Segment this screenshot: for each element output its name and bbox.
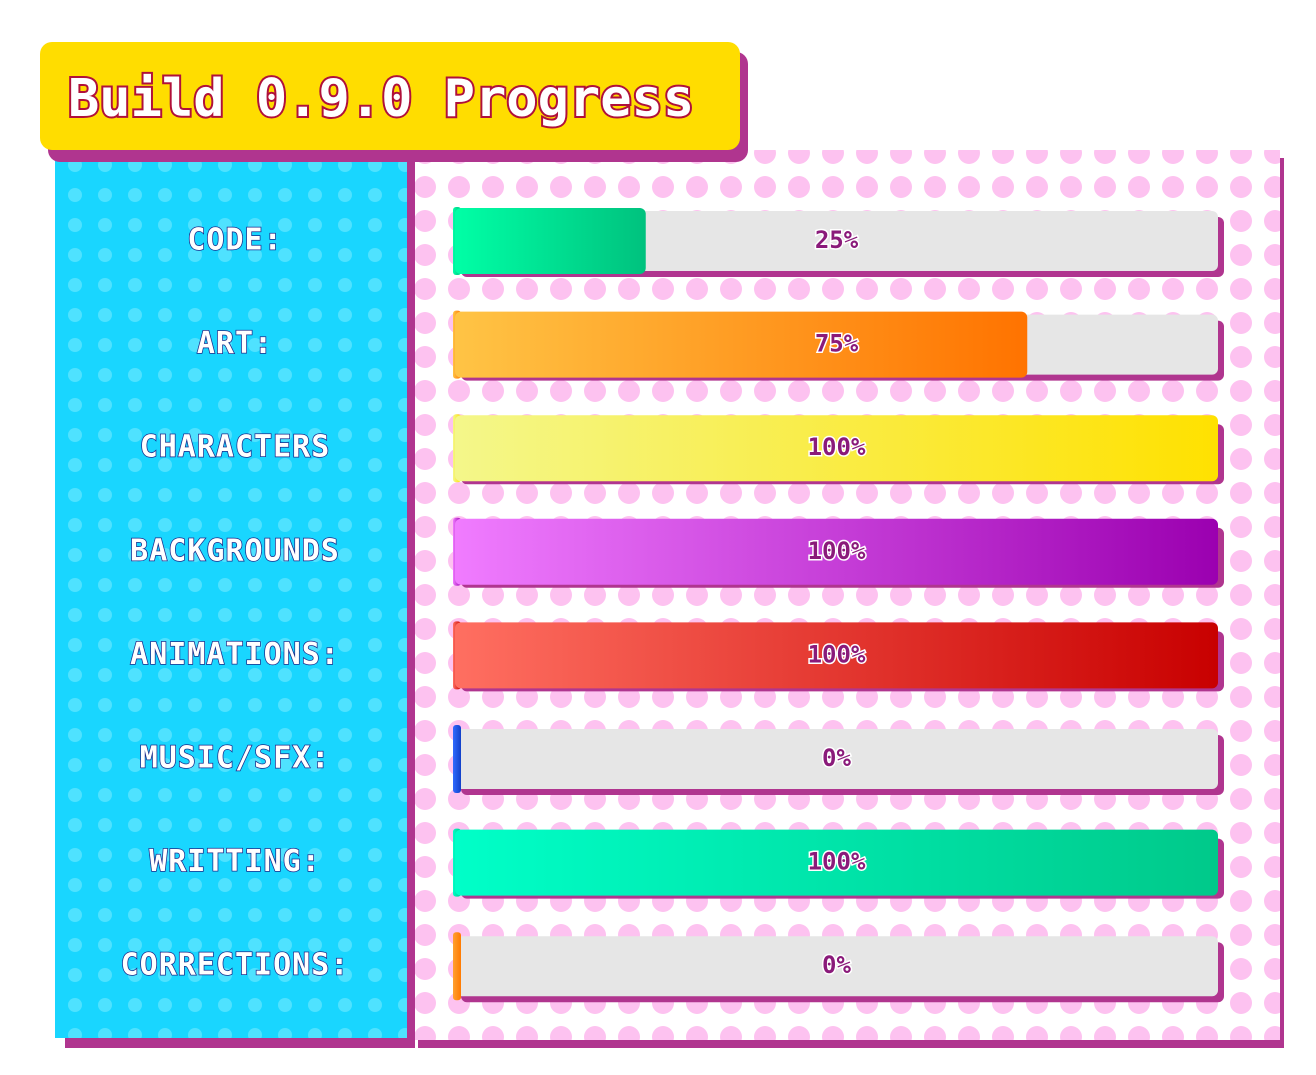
value-label: 0%	[822, 744, 851, 772]
bar	[455, 415, 1218, 482]
bar	[455, 208, 646, 274]
bar-start-cap	[453, 932, 461, 1001]
value-label: 100%	[808, 640, 866, 668]
bar	[455, 311, 1028, 378]
title-banner	[40, 42, 740, 150]
bar	[455, 622, 1218, 689]
value-label: 0%	[822, 951, 851, 979]
value-label: 75%	[815, 330, 859, 358]
category-label: CORRECTIONS:	[121, 948, 350, 983]
category-label: MUSIC/SFX:	[140, 741, 331, 776]
category-label: CODE:	[187, 223, 282, 258]
category-label: WRITTING:	[149, 844, 321, 879]
category-label: BACKGROUNDS	[130, 533, 340, 568]
category-label: ANIMATIONS:	[130, 637, 340, 672]
bar	[455, 518, 1218, 585]
bar-track	[455, 729, 1218, 789]
category-label: ART:	[197, 326, 273, 361]
value-label: 100%	[808, 848, 866, 876]
label-panel	[55, 150, 407, 1038]
bar-start-cap	[453, 725, 461, 793]
value-label: 100%	[808, 433, 866, 461]
progress-panel	[410, 150, 1280, 1040]
category-label: CHARACTERS	[140, 430, 331, 465]
bar-track	[455, 936, 1218, 997]
bar	[455, 829, 1218, 896]
chart-title: Build 0.9.0 Progress	[68, 69, 694, 129]
value-label: 100%	[808, 537, 866, 565]
value-label: 25%	[815, 226, 859, 254]
